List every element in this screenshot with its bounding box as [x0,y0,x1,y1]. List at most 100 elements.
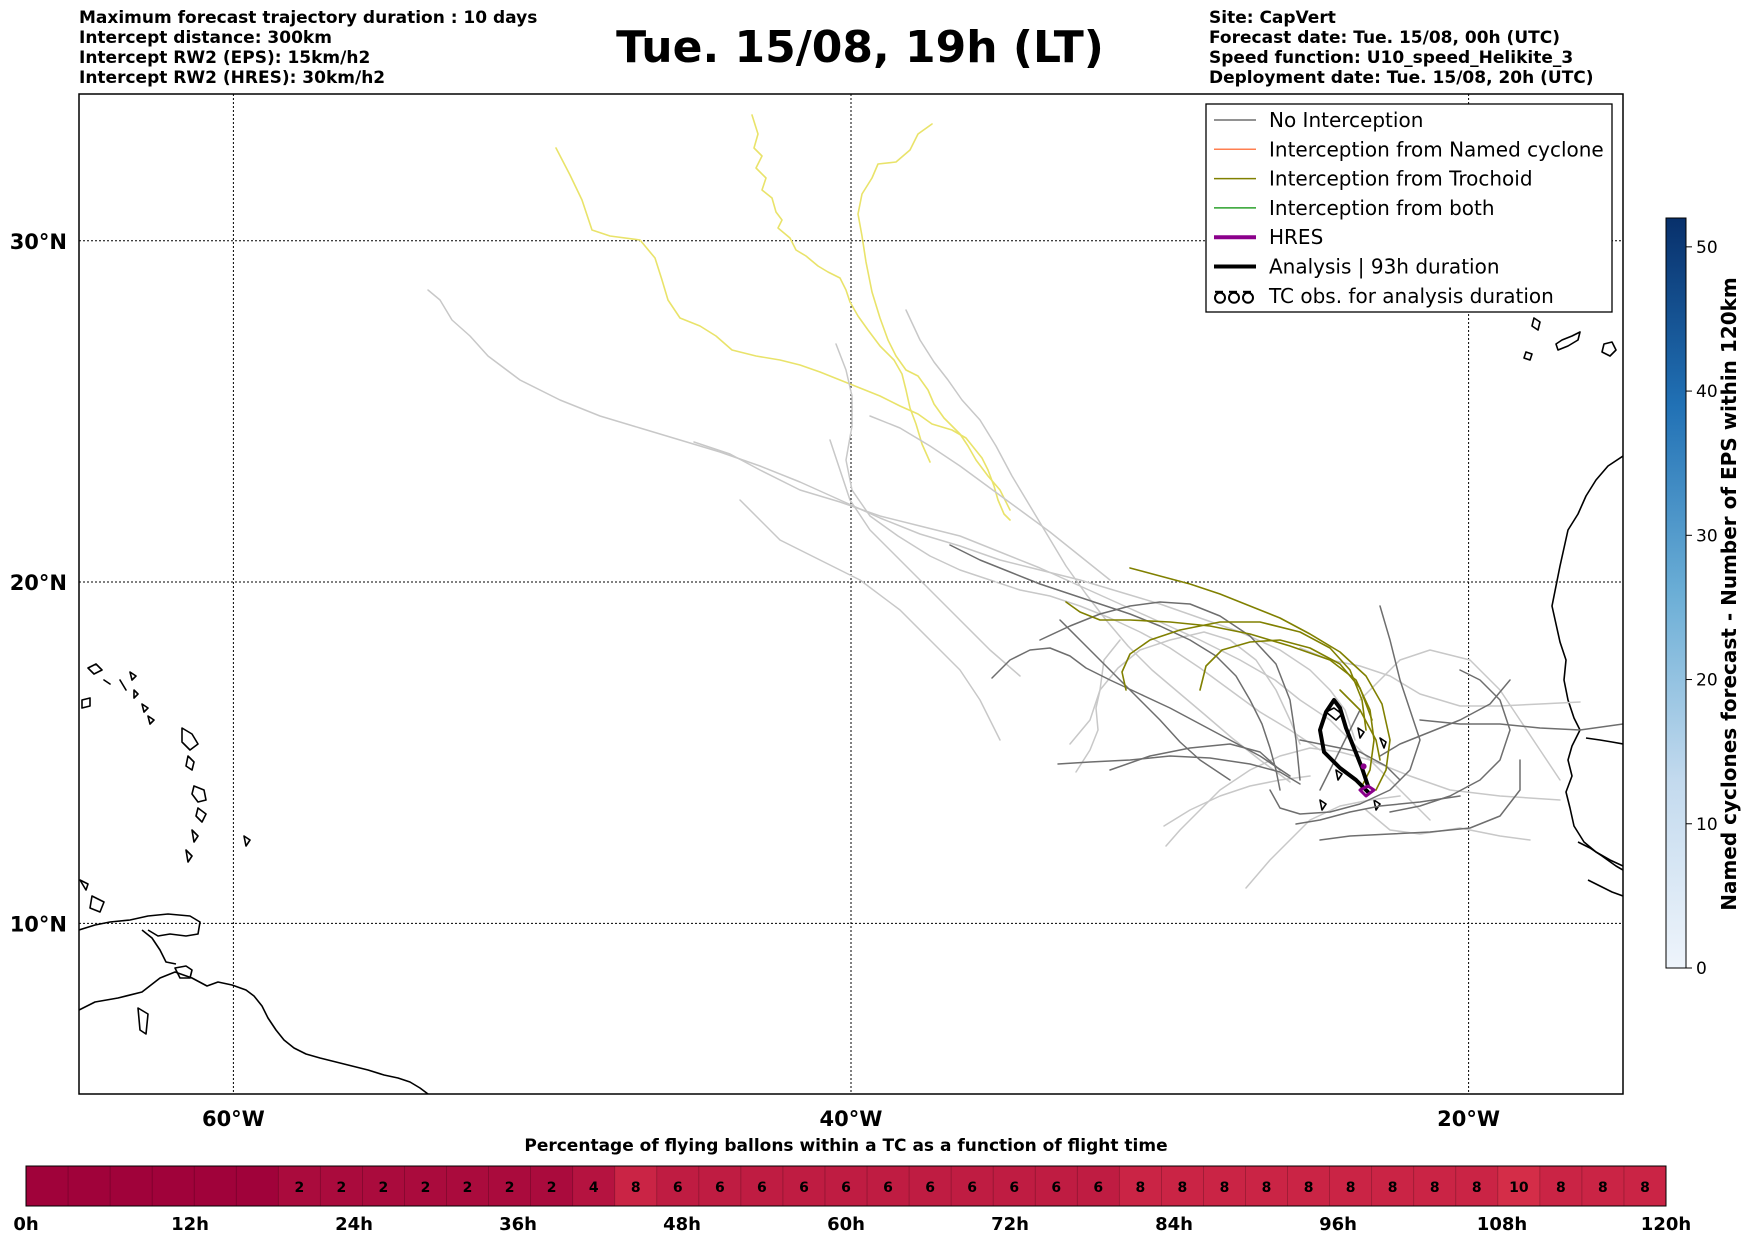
no-interception-track [869,415,1111,581]
flight-bar-cell [1119,1166,1162,1206]
trochoid-far-track [751,114,931,463]
flight-bar-cell [1035,1166,1078,1206]
flight-bar-value: 8 [631,1180,641,1196]
no-interception-track [1359,649,1561,781]
flight-time-bar: 2 2 2 2 2 2 2 4 8 6 6 6 6 6 6 6 6 6 6 6 8 8 8 8 8 8 8 8 8 10 8 8 8 0h 12h… [13,1165,1691,1235]
trochoid-track [1121,621,1367,731]
flight-bar-value: 6 [883,1180,893,1196]
flight-bar-cell [1329,1166,1373,1206]
trochoid-track [1129,567,1391,791]
no-interception-track [1319,709,1361,791]
colorbar-tick-label: 20 [1696,671,1718,691]
africa-coast [1551,455,1623,867]
south-america-coast [79,971,429,1094]
legend-item: Interception from both [1214,196,1495,220]
flight-bar-value: 10 [1509,1180,1529,1196]
flight-bar-tick-label: 0h [13,1214,38,1235]
site-text: Site: CapVert [1209,8,1336,28]
flight-bar-value: 2 [547,1180,557,1196]
trochoid-track [1199,639,1373,721]
map-grid [79,94,1623,1094]
coastlines [79,317,1623,1094]
flight-bar-value: 2 [337,1180,347,1196]
flight-bar-value: 8 [1472,1180,1482,1196]
flight-bar-cell [110,1166,153,1206]
flight-bar-cell [782,1166,826,1206]
header-left-info: Maximum forecast trajectory duration : 1… [79,8,537,88]
flight-bar-cell [488,1166,532,1206]
flight-bar-cell [951,1166,994,1206]
flight-bar-cell [1203,1166,1246,1206]
flight-bar-cell [320,1166,363,1206]
no-interception-track [1299,647,1581,707]
flight-bar-value: 6 [757,1180,767,1196]
antilles-islands [79,663,251,1035]
flight-bar-cell [1581,1166,1625,1206]
flight-bar-cell [1455,1166,1499,1206]
trochoid-far-track [555,147,1011,521]
flight-bar-value: 8 [1220,1180,1230,1196]
flight-bar-ticks: 0h 12h 24h 36h 48h 60h 72h 84h 96h 108h 120h [13,1214,1691,1235]
no-interception-track [1059,619,1231,781]
legend-label: TC obs. for analysis duration [1268,284,1554,308]
legend-item: Interception from Named cyclone [1214,137,1604,161]
page-title: Tue. 15/08, 19h (LT) [616,22,1104,73]
flight-bar-cell [1371,1166,1415,1206]
flight-bar-value: 8 [1346,1180,1356,1196]
lat-tick-label: 20°N [10,571,67,595]
launch-site-marker [1360,763,1367,770]
no-interception-track [739,499,1001,741]
intercept-hres-text: Intercept RW2 (HRES): 30km/h2 [79,68,386,88]
colorbar-tick-label: 30 [1696,526,1718,546]
flight-bar-cell [572,1166,616,1206]
flight-bar-tick-label: 96h [1319,1214,1357,1235]
no-interception-track [1075,631,1301,773]
colorbar-gradient [1665,217,1687,969]
flight-bar-value: 6 [1093,1180,1103,1196]
deployment-date-text: Deployment date: Tue. 15/08, 20h (UTC) [1209,68,1594,88]
speed-function-text: Speed function: U10_speed_Helikite_3 [1209,48,1574,68]
flight-bar-value: 6 [967,1180,977,1196]
no-interception-track [949,544,1281,791]
no-interception-track [427,289,1356,741]
flight-bar-cell [824,1166,868,1206]
legend: No Interception Interception from Named c… [1205,103,1613,313]
intercept-distance-text: Intercept distance: 300km [79,28,332,48]
flight-bar-cell [740,1166,784,1206]
flight-bar-cell [26,1166,69,1206]
colorbar: 0 10 20 30 40 50 Named cyclones forecast - Nu… [1665,217,1741,979]
flight-bar-tick-label: 12h [171,1214,209,1235]
lat-tick-label: 30°N [10,230,67,254]
legend-items: No Interception Interception from Named c… [1214,108,1604,308]
tc-obs-icon [1214,290,1254,304]
legend-label: Interception from both [1269,196,1495,220]
map-content [79,114,1623,1094]
flight-bar-tick-label: 72h [991,1214,1029,1235]
no-interception-track [1057,755,1301,785]
no-interception-track [835,343,1321,751]
legend-label: Interception from Trochoid [1269,167,1533,191]
legend-item: Interception from Trochoid [1214,167,1533,191]
flight-bar-value: 6 [1009,1180,1019,1196]
flight-bar-cell [362,1166,405,1206]
flight-bar-value: 8 [1640,1180,1650,1196]
intercept-eps-text: Intercept RW2 (EPS): 15km/h2 [79,48,371,68]
flight-bar-value: 2 [379,1180,389,1196]
flight-bar-cell [194,1166,237,1206]
flight-bar-cell [1413,1166,1457,1206]
lon-tick-label: 40°W [820,1107,883,1131]
map-tick-labels: 60°W 40°W 20°W 30°N 20°N 10°N [10,230,1500,1131]
analysis-track [1318,698,1370,794]
flight-bar-cell [236,1166,279,1206]
flight-bar-tick-label: 84h [1155,1214,1193,1235]
flight-bar-cell [530,1166,574,1206]
flight-bar-tick-label: 24h [335,1214,373,1235]
trajectory-tracks [427,114,1623,889]
no-interception-dark-tracks [949,544,1623,841]
legend-label: HRES [1269,225,1323,249]
flight-bar-cell [446,1166,490,1206]
legend-item: Analysis | 93h duration [1214,255,1500,279]
flight-bar-cell [1161,1166,1204,1206]
flight-bar-cell [278,1166,321,1206]
